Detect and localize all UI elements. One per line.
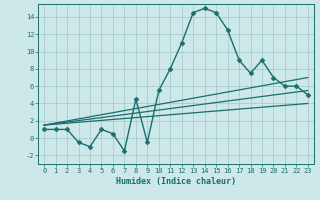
X-axis label: Humidex (Indice chaleur): Humidex (Indice chaleur) [116, 177, 236, 186]
